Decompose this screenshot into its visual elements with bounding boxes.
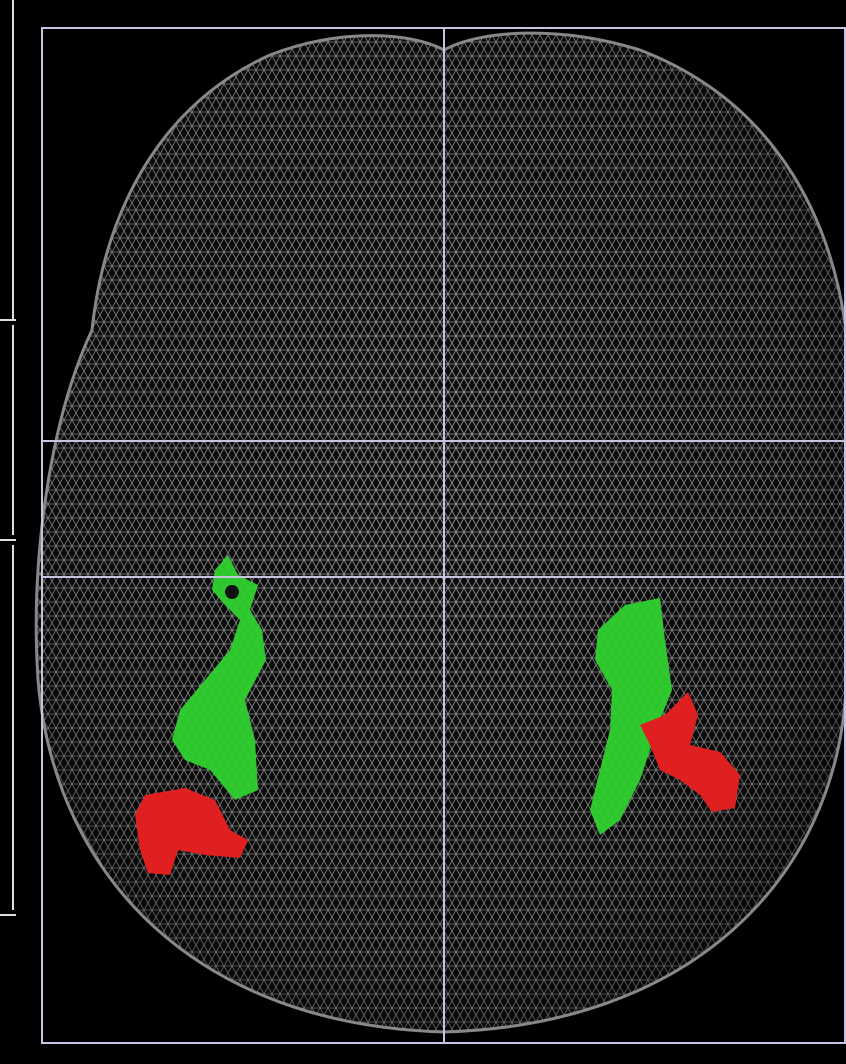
crosshair bbox=[41, 27, 846, 1044]
left-panel-edge bbox=[0, 0, 16, 1064]
left-green-region bbox=[172, 555, 266, 800]
left-red-region bbox=[135, 788, 248, 875]
right-green-region bbox=[590, 598, 672, 835]
right-red-region bbox=[640, 692, 740, 812]
head-outline bbox=[34, 31, 846, 1034]
